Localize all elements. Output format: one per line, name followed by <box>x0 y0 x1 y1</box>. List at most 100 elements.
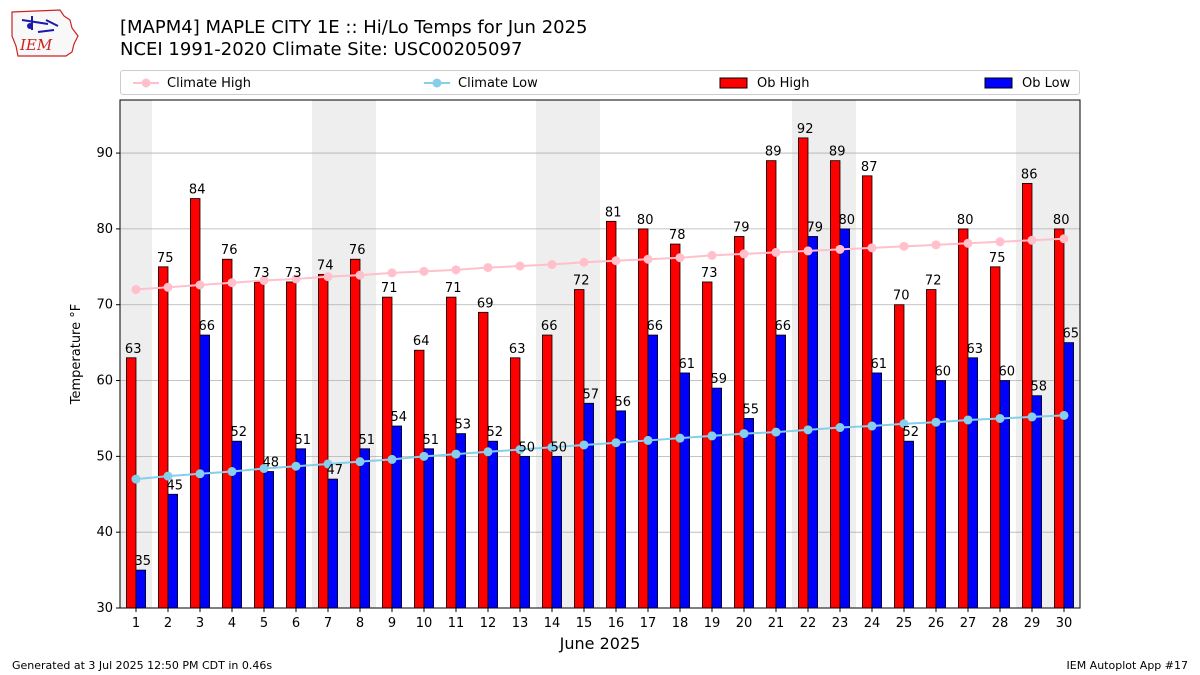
climate-low-point <box>419 451 429 461</box>
x-tick-label: 18 <box>672 616 689 631</box>
ob-high-label: 66 <box>541 319 558 334</box>
climate-high-point <box>131 285 141 295</box>
x-tick-label: 27 <box>960 616 977 631</box>
ob-high-label: 74 <box>317 258 334 273</box>
ob-high-label: 78 <box>669 228 686 243</box>
climate-low-point <box>931 417 941 427</box>
ob-high-bar <box>990 266 1001 609</box>
y-tick-label: 90 <box>96 146 113 161</box>
ob-high-label: 73 <box>701 266 718 281</box>
climate-low-point <box>803 425 813 435</box>
climate-low-point <box>291 461 301 471</box>
ob-low-swatch <box>984 77 1013 89</box>
ob-high-label: 73 <box>285 266 302 281</box>
x-tick-label: 10 <box>416 616 433 631</box>
ob-low-bar <box>743 418 755 609</box>
climate-high-point <box>899 241 909 251</box>
x-tick-label: 3 <box>196 616 204 631</box>
ob-high-bar <box>766 160 777 609</box>
ob-low-label: 50 <box>519 440 536 455</box>
ob-high-bar <box>542 334 553 609</box>
x-tick-label: 15 <box>576 616 593 631</box>
x-tick-label: 21 <box>768 616 785 631</box>
y-tick-label: 60 <box>96 374 113 389</box>
climate-high-point <box>355 270 365 280</box>
ob-high-bar <box>670 243 681 609</box>
ob-low-label: 45 <box>167 478 184 493</box>
climate-high-point <box>419 266 429 276</box>
climate-high-point <box>643 254 653 264</box>
climate-low-point <box>163 471 173 481</box>
ob-low-label: 52 <box>231 425 248 440</box>
climate-high-point <box>803 246 813 256</box>
ob-high-label: 89 <box>829 145 846 160</box>
ob-low-bar <box>455 433 467 609</box>
ob-high-swatch <box>719 77 748 89</box>
chart-title: [MAPM4] MAPLE CITY 1E :: Hi/Lo Temps for… <box>120 17 588 38</box>
legend-item-ob-low: Ob Low <box>984 74 1070 92</box>
legend: Climate High Climate Low Ob High Ob Low <box>120 70 1080 95</box>
climate-high-point <box>579 257 589 267</box>
x-tick-label: 5 <box>260 616 268 631</box>
ob-low-label: 58 <box>1031 380 1048 395</box>
climate-low-point <box>1059 410 1069 420</box>
ob-high-bar <box>317 273 329 609</box>
ob-high-bar <box>606 220 617 609</box>
ob-low-label: 51 <box>359 433 376 448</box>
ob-high-label: 80 <box>1053 213 1070 228</box>
ob-low-label: 51 <box>423 433 440 448</box>
ob-high-label: 84 <box>189 183 206 198</box>
ob-low-bar <box>359 448 371 609</box>
ob-low-bar <box>135 569 147 609</box>
climate-low-point <box>547 442 557 452</box>
y-tick-label: 40 <box>96 525 113 540</box>
ob-high-bar <box>862 175 873 609</box>
chart-subtitle: NCEI 1991-2020 Climate Site: USC00205097 <box>120 39 523 60</box>
climate-high-point <box>163 282 173 292</box>
climate-low-point <box>675 433 685 443</box>
x-tick-label: 9 <box>388 616 396 631</box>
y-tick-label: 70 <box>96 298 113 313</box>
ob-low-bar <box>583 402 595 609</box>
x-tick-label: 30 <box>1056 616 1073 631</box>
ob-low-bar <box>391 425 403 609</box>
x-tick-label: 25 <box>896 616 913 631</box>
x-tick-label: 29 <box>1024 616 1041 631</box>
x-tick-label: 19 <box>704 616 721 631</box>
bar-value-labels: 63 75 84 76 73 73 74 76 71 64 71 69 63 66 72 81 80 78 73 79… <box>125 122 1079 569</box>
y-tick-label: 80 <box>96 222 113 237</box>
x-tick-label: 12 <box>480 616 497 631</box>
ob-low-bar <box>519 455 531 609</box>
ob-high-bar <box>798 137 809 609</box>
climate-low-point <box>483 447 493 457</box>
ob-low-bar <box>487 440 499 609</box>
ob-low-label: 51 <box>295 433 312 448</box>
ob-low-label: 66 <box>775 319 792 334</box>
ob-low-bar <box>839 228 851 609</box>
footer-app: IEM Autoplot App #17 <box>1066 659 1189 672</box>
x-tick-label: 28 <box>992 616 1009 631</box>
climate-high-point <box>515 261 525 271</box>
climate-high-point <box>1027 235 1037 245</box>
climate-low-line <box>135 414 1065 481</box>
ob-high-label: 86 <box>1021 167 1038 182</box>
ob-low-bar <box>167 493 179 609</box>
ob-low-bar <box>807 236 819 609</box>
ob-low-label: 61 <box>871 357 888 372</box>
ob-high-bar <box>926 289 937 609</box>
ob-low-label: 50 <box>551 440 568 455</box>
x-tick-label: 20 <box>736 616 753 631</box>
x-tick-label: 6 <box>292 616 300 631</box>
x-tick-label: 23 <box>832 616 849 631</box>
ob-low-bar <box>551 455 563 609</box>
ob-high-label: 69 <box>477 296 494 311</box>
legend-label-ob-low: Ob Low <box>1022 75 1071 91</box>
ob-low-bar <box>775 334 787 609</box>
ob-high-label: 71 <box>381 281 398 296</box>
ob-low-label: 79 <box>807 220 824 235</box>
ob-low-label: 66 <box>647 319 664 334</box>
y-tick-label: 50 <box>96 449 113 464</box>
footer-generated: Generated at 3 Jul 2025 12:50 PM CDT in … <box>12 659 273 672</box>
ob-low-label: 35 <box>135 554 152 569</box>
ob-high-label: 89 <box>765 145 782 160</box>
